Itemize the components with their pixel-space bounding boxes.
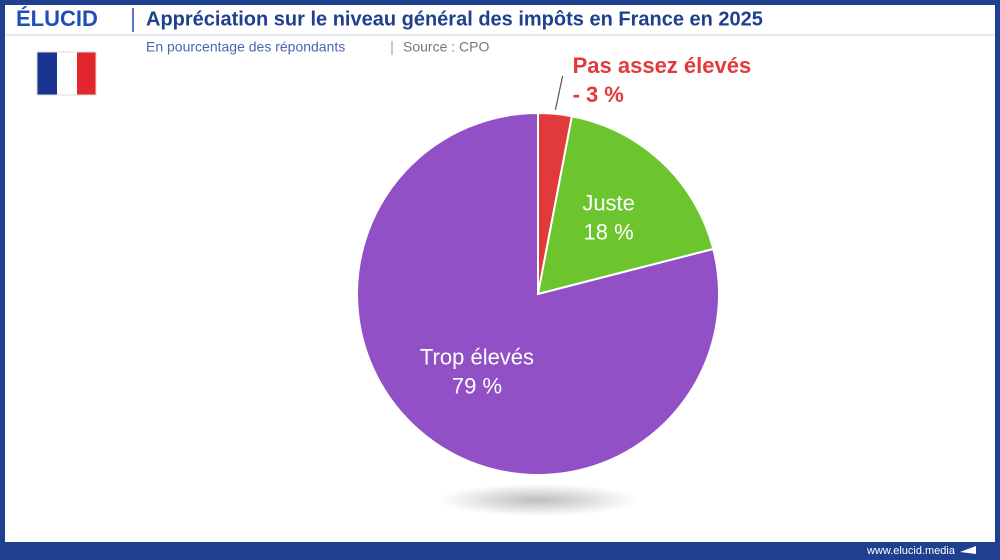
pie	[356, 111, 720, 476]
flag	[36, 51, 97, 96]
labels: Pas assez élevés - 3 % Juste 18 % Trop élevés…	[420, 53, 751, 399]
flag-white	[57, 52, 77, 95]
flag-red	[77, 52, 96, 95]
source: Source : CPO	[403, 39, 489, 55]
flag-border	[36, 51, 97, 96]
chart-subtitle: En pourcentage des répondants	[146, 39, 345, 55]
leader-line	[554, 75, 564, 110]
pie-shadow	[438, 484, 638, 516]
value-label: 79 %	[452, 373, 502, 398]
slice-label: Pas assez élevés	[573, 53, 752, 78]
flag-blue	[37, 52, 57, 95]
chart-title: Appréciation sur le niveau général des i…	[146, 8, 763, 30]
value-label: 18 %	[584, 220, 634, 245]
value-label: 3 %	[586, 82, 624, 107]
slice-label: Trop élevés	[420, 344, 534, 369]
pie-slice	[536, 115, 715, 296]
slice-label: Juste	[582, 191, 635, 216]
footer-icon	[960, 546, 976, 554]
pie-slice	[356, 111, 720, 476]
slice-value-label: -3 %	[573, 82, 624, 107]
brand-logo: ÉLUCID	[16, 6, 98, 31]
label-separator: -	[573, 82, 580, 107]
footer-url: www.elucid.media	[866, 545, 956, 557]
header-bar	[5, 5, 995, 35]
